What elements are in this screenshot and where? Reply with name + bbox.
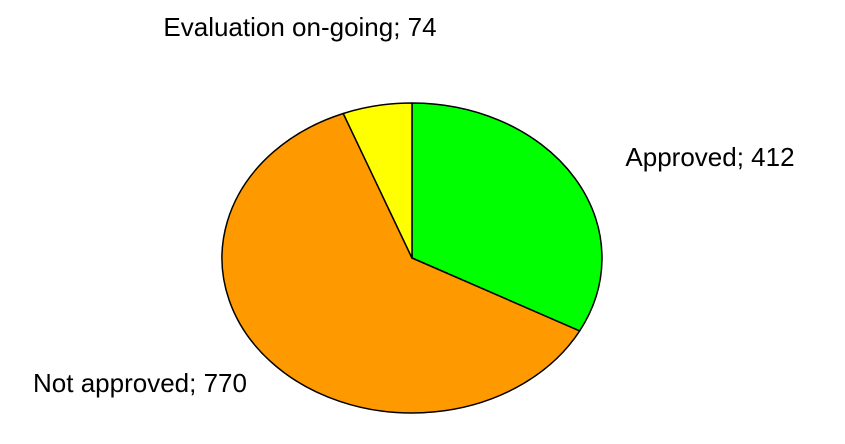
data-label: Approved; 412 — [625, 142, 795, 172]
data-label: Not approved; 770 — [33, 368, 247, 398]
pie-slice — [221, 112, 581, 414]
data-label-box: Not approved; 770 — [33, 368, 247, 398]
pie-slice — [411, 102, 603, 332]
data-label: Evaluation on-going; 74 — [163, 12, 437, 42]
data-label-box: Evaluation on-going; 74 — [163, 12, 437, 42]
pie-slice — [342, 102, 413, 259]
data-label-box: Approved; 412 — [625, 142, 795, 172]
